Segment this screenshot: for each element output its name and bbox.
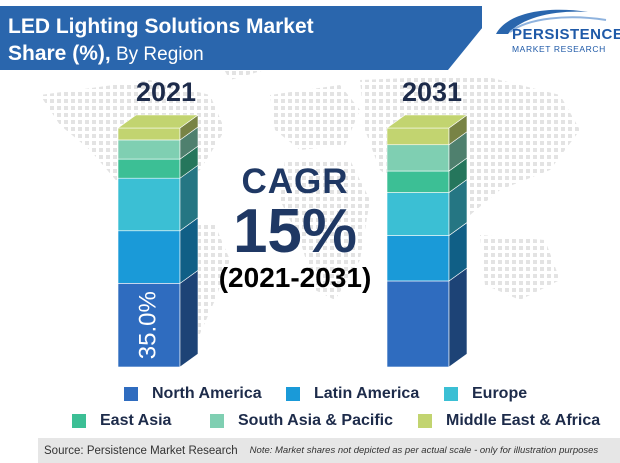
bar-top-face <box>117 114 199 129</box>
bar-segment-latin-america-2031 <box>386 235 450 282</box>
logo-swoosh-icon <box>496 9 607 34</box>
legend-item-middle-east-africa: Middle East & Africa <box>418 412 600 430</box>
legend-label: South Asia & Pacific <box>238 412 393 429</box>
legend-item-europe: Europe <box>444 385 527 403</box>
cagr-period: (2021-2031) <box>218 262 372 293</box>
bar-segment-north-america-2031 <box>386 280 450 368</box>
bar-segment-east-asia-2021 <box>117 158 181 179</box>
legend-label: Middle East & Africa <box>446 412 601 429</box>
persistence-logo: PERSISTENCE MARKET RESEARCH <box>488 4 620 68</box>
bar-segment-europe-2031 <box>386 192 450 236</box>
bar-segment-east-asia-2031 <box>386 170 450 193</box>
chart-title-main: Share (%), <box>8 42 111 65</box>
legend-swatch <box>444 387 458 401</box>
title-banner: LED Lighting Solutions Market Share (%),… <box>0 6 482 70</box>
chart-title-line2: Share (%), By Region <box>8 42 204 66</box>
bar-segment-side <box>448 267 468 368</box>
chart-title-subtitle: By Region <box>110 44 204 65</box>
chart-legend: North America Latin America Europe East … <box>0 381 620 435</box>
bar-segment-side <box>179 269 199 368</box>
year-label-2031: 2031 <box>402 77 462 107</box>
year-label-2021: 2021 <box>136 77 196 107</box>
disclaimer-note: Note: Market shares not depicted as per … <box>249 445 599 456</box>
bar-segment-south-asia-pacific-2021 <box>117 139 181 160</box>
legend-swatch <box>72 414 86 428</box>
legend-item-south-asia-pacific: South Asia & Pacific <box>210 412 393 430</box>
legend-swatch <box>210 414 224 428</box>
legend-swatch <box>124 387 138 401</box>
legend-label: Latin America <box>314 385 420 402</box>
legend-item-east-asia: East Asia <box>72 412 171 430</box>
chart-title-line1: LED Lighting Solutions Market <box>8 15 314 38</box>
cagr-callout: CAGR 15% (2021-2031) <box>205 162 385 294</box>
bar-segment-north-america-2021 <box>117 283 181 368</box>
bar-segment-latin-america-2021 <box>117 230 181 284</box>
legend-item-latin-america: Latin America <box>286 385 419 403</box>
legend-swatch <box>286 387 300 401</box>
logo-name: PERSISTENCE <box>512 26 620 43</box>
logo-tagline: MARKET RESEARCH <box>512 44 606 54</box>
bar-top-face <box>386 114 468 129</box>
legend-label: East Asia <box>100 412 172 429</box>
legend-label: Europe <box>472 385 528 402</box>
cagr-value: 15% <box>232 197 358 266</box>
bar-segment-middle-east-africa-2031 <box>386 127 450 146</box>
bar-segment-europe-2021 <box>117 177 181 232</box>
bar-segment-south-asia-pacific-2031 <box>386 144 450 172</box>
cagr-label: CAGR <box>241 162 349 201</box>
source-text: Source: Persistence Market Research <box>44 444 238 457</box>
footer-bar: Source: Persistence Market Research Note… <box>38 438 620 463</box>
bar-segment-middle-east-africa-2021 <box>117 127 181 141</box>
data-label: 35.0% <box>134 291 161 359</box>
legend-label: North America <box>152 385 262 402</box>
legend-swatch <box>418 414 432 428</box>
legend-item-north-america: North America <box>124 385 262 403</box>
title-banner-shape <box>0 6 482 70</box>
